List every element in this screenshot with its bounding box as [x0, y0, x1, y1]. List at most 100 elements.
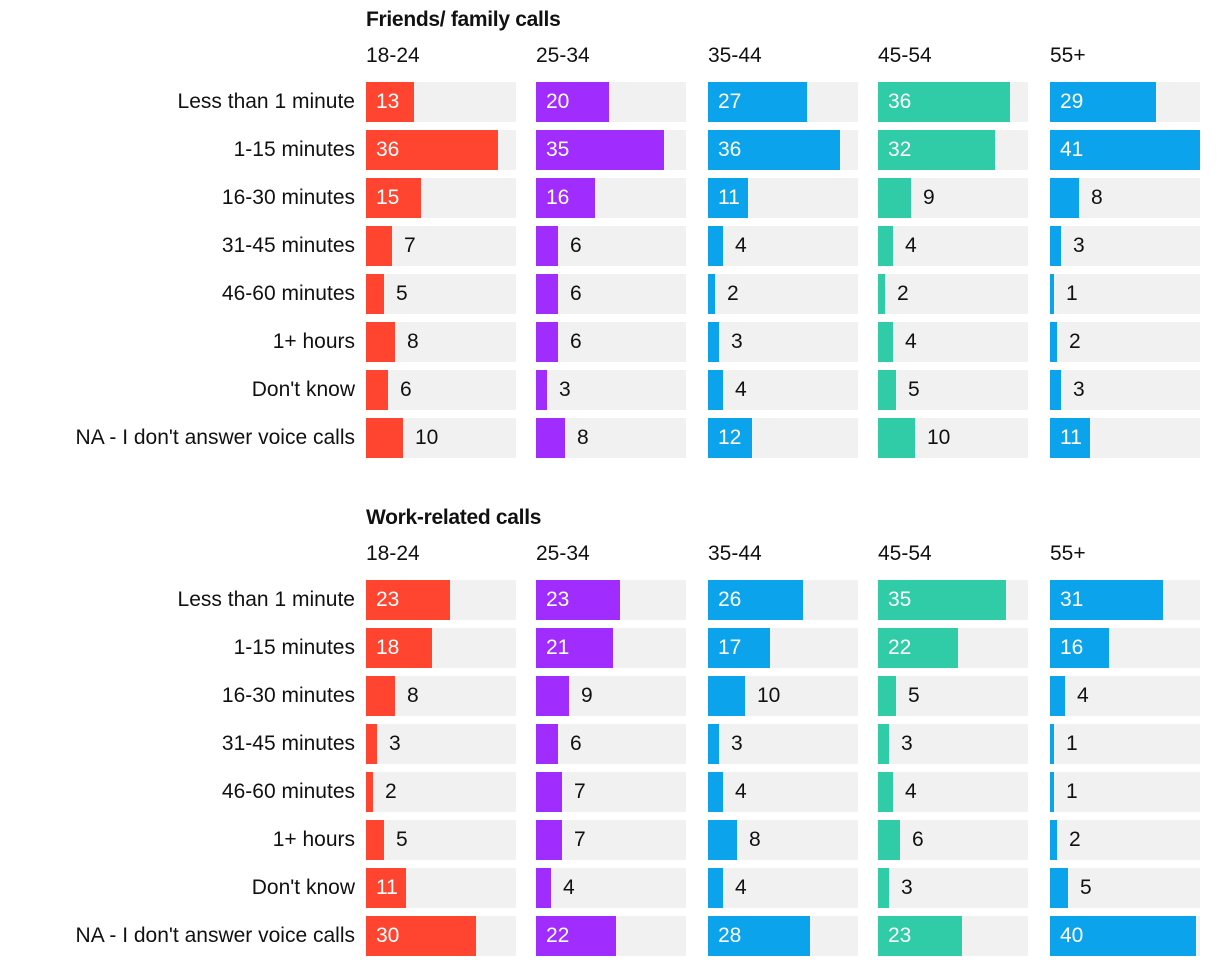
bar-track: 4	[708, 868, 858, 908]
bar-track: 2	[1050, 322, 1200, 362]
bar-track: 3	[366, 724, 516, 764]
bar-track: 16	[1050, 628, 1200, 668]
bar-track: 9	[536, 676, 686, 716]
bar-track: 6	[878, 820, 1028, 860]
row-label: 46-60 minutes	[221, 282, 355, 305]
bar-track: 6	[536, 724, 686, 764]
data-label: 3	[1073, 234, 1085, 257]
row-label: Don't know	[251, 378, 355, 401]
data-label: 9	[581, 684, 593, 707]
bar	[1050, 580, 1163, 620]
data-label: 2	[1069, 828, 1081, 851]
bar-track: 1	[1050, 724, 1200, 764]
data-label: 6	[570, 234, 582, 257]
bar-track: 3	[536, 370, 686, 410]
bar	[1050, 724, 1054, 764]
bar	[536, 580, 620, 620]
data-label: 22	[546, 924, 570, 947]
row-label: 1+ hours	[272, 828, 355, 851]
data-label: 6	[570, 330, 582, 353]
bar-track: 41	[1050, 130, 1200, 170]
data-label: 7	[574, 780, 586, 803]
data-label: 7	[404, 234, 416, 257]
data-label: 27	[718, 90, 742, 113]
data-label: 26	[718, 588, 742, 611]
bar	[536, 916, 616, 956]
data-label: 36	[888, 90, 912, 113]
bar-track: 40	[1050, 916, 1200, 956]
bar	[878, 772, 893, 812]
bar-track: 35	[536, 130, 686, 170]
bar	[878, 274, 885, 314]
bar	[878, 580, 1006, 620]
bar	[708, 580, 803, 620]
bar-track: 15	[366, 178, 516, 218]
data-label: 13	[376, 90, 400, 113]
row-label: 31-45 minutes	[221, 732, 355, 755]
bar	[708, 820, 737, 860]
data-label: 4	[1077, 684, 1089, 707]
bar	[366, 676, 395, 716]
bar-track: 11	[366, 868, 516, 908]
data-label: 8	[749, 828, 761, 851]
row-label: 16-30 minutes	[221, 684, 355, 707]
row-label: Less than 1 minute	[177, 90, 355, 113]
bar-track: 1	[1050, 274, 1200, 314]
column-header: 45-54	[878, 542, 932, 565]
bar	[1050, 82, 1156, 122]
data-label: 28	[718, 924, 742, 947]
data-label: 36	[376, 138, 400, 161]
bar-track: 17	[708, 628, 858, 668]
data-label: 32	[888, 138, 912, 161]
bar	[1050, 628, 1109, 668]
bar	[366, 274, 384, 314]
bar	[536, 274, 558, 314]
bar-track: 11	[708, 178, 858, 218]
bar-track: 4	[1050, 676, 1200, 716]
bar	[536, 772, 562, 812]
data-label: 6	[570, 732, 582, 755]
bar	[366, 868, 406, 908]
bar	[708, 322, 719, 362]
row-label: 1-15 minutes	[233, 138, 355, 161]
bar-track: 2	[366, 772, 516, 812]
data-label: 3	[559, 378, 571, 401]
data-label: 11	[718, 186, 740, 209]
bar	[708, 916, 810, 956]
bar-track: 7	[536, 820, 686, 860]
bar-track: 30	[366, 916, 516, 956]
bar	[366, 580, 450, 620]
bar-track: 27	[708, 82, 858, 122]
bar-track: 2	[878, 274, 1028, 314]
data-label: 3	[1073, 378, 1085, 401]
bar	[1050, 274, 1054, 314]
bar	[878, 676, 896, 716]
bar	[366, 772, 373, 812]
bar	[708, 370, 723, 410]
bar	[1050, 370, 1061, 410]
bar	[536, 130, 664, 170]
data-label: 36	[718, 138, 742, 161]
data-label: 35	[888, 588, 912, 611]
data-label: 17	[718, 636, 742, 659]
bar	[366, 178, 421, 218]
bar	[536, 676, 569, 716]
bar-track: 10	[708, 676, 858, 716]
bar-track: 2	[708, 274, 858, 314]
bar-track: 8	[708, 820, 858, 860]
data-label: 9	[923, 186, 935, 209]
data-label: 40	[1060, 924, 1084, 947]
bar-track: 22	[536, 916, 686, 956]
bar	[1050, 322, 1057, 362]
column-header: 25-34	[536, 44, 590, 67]
row-label: 16-30 minutes	[221, 186, 355, 209]
bar	[708, 178, 748, 218]
column-header: 25-34	[536, 542, 590, 565]
bar	[1050, 178, 1079, 218]
bar-track: 20	[536, 82, 686, 122]
bar	[1050, 130, 1200, 170]
bar	[366, 820, 384, 860]
bar	[878, 370, 896, 410]
bar	[366, 628, 432, 668]
bar	[1050, 676, 1065, 716]
